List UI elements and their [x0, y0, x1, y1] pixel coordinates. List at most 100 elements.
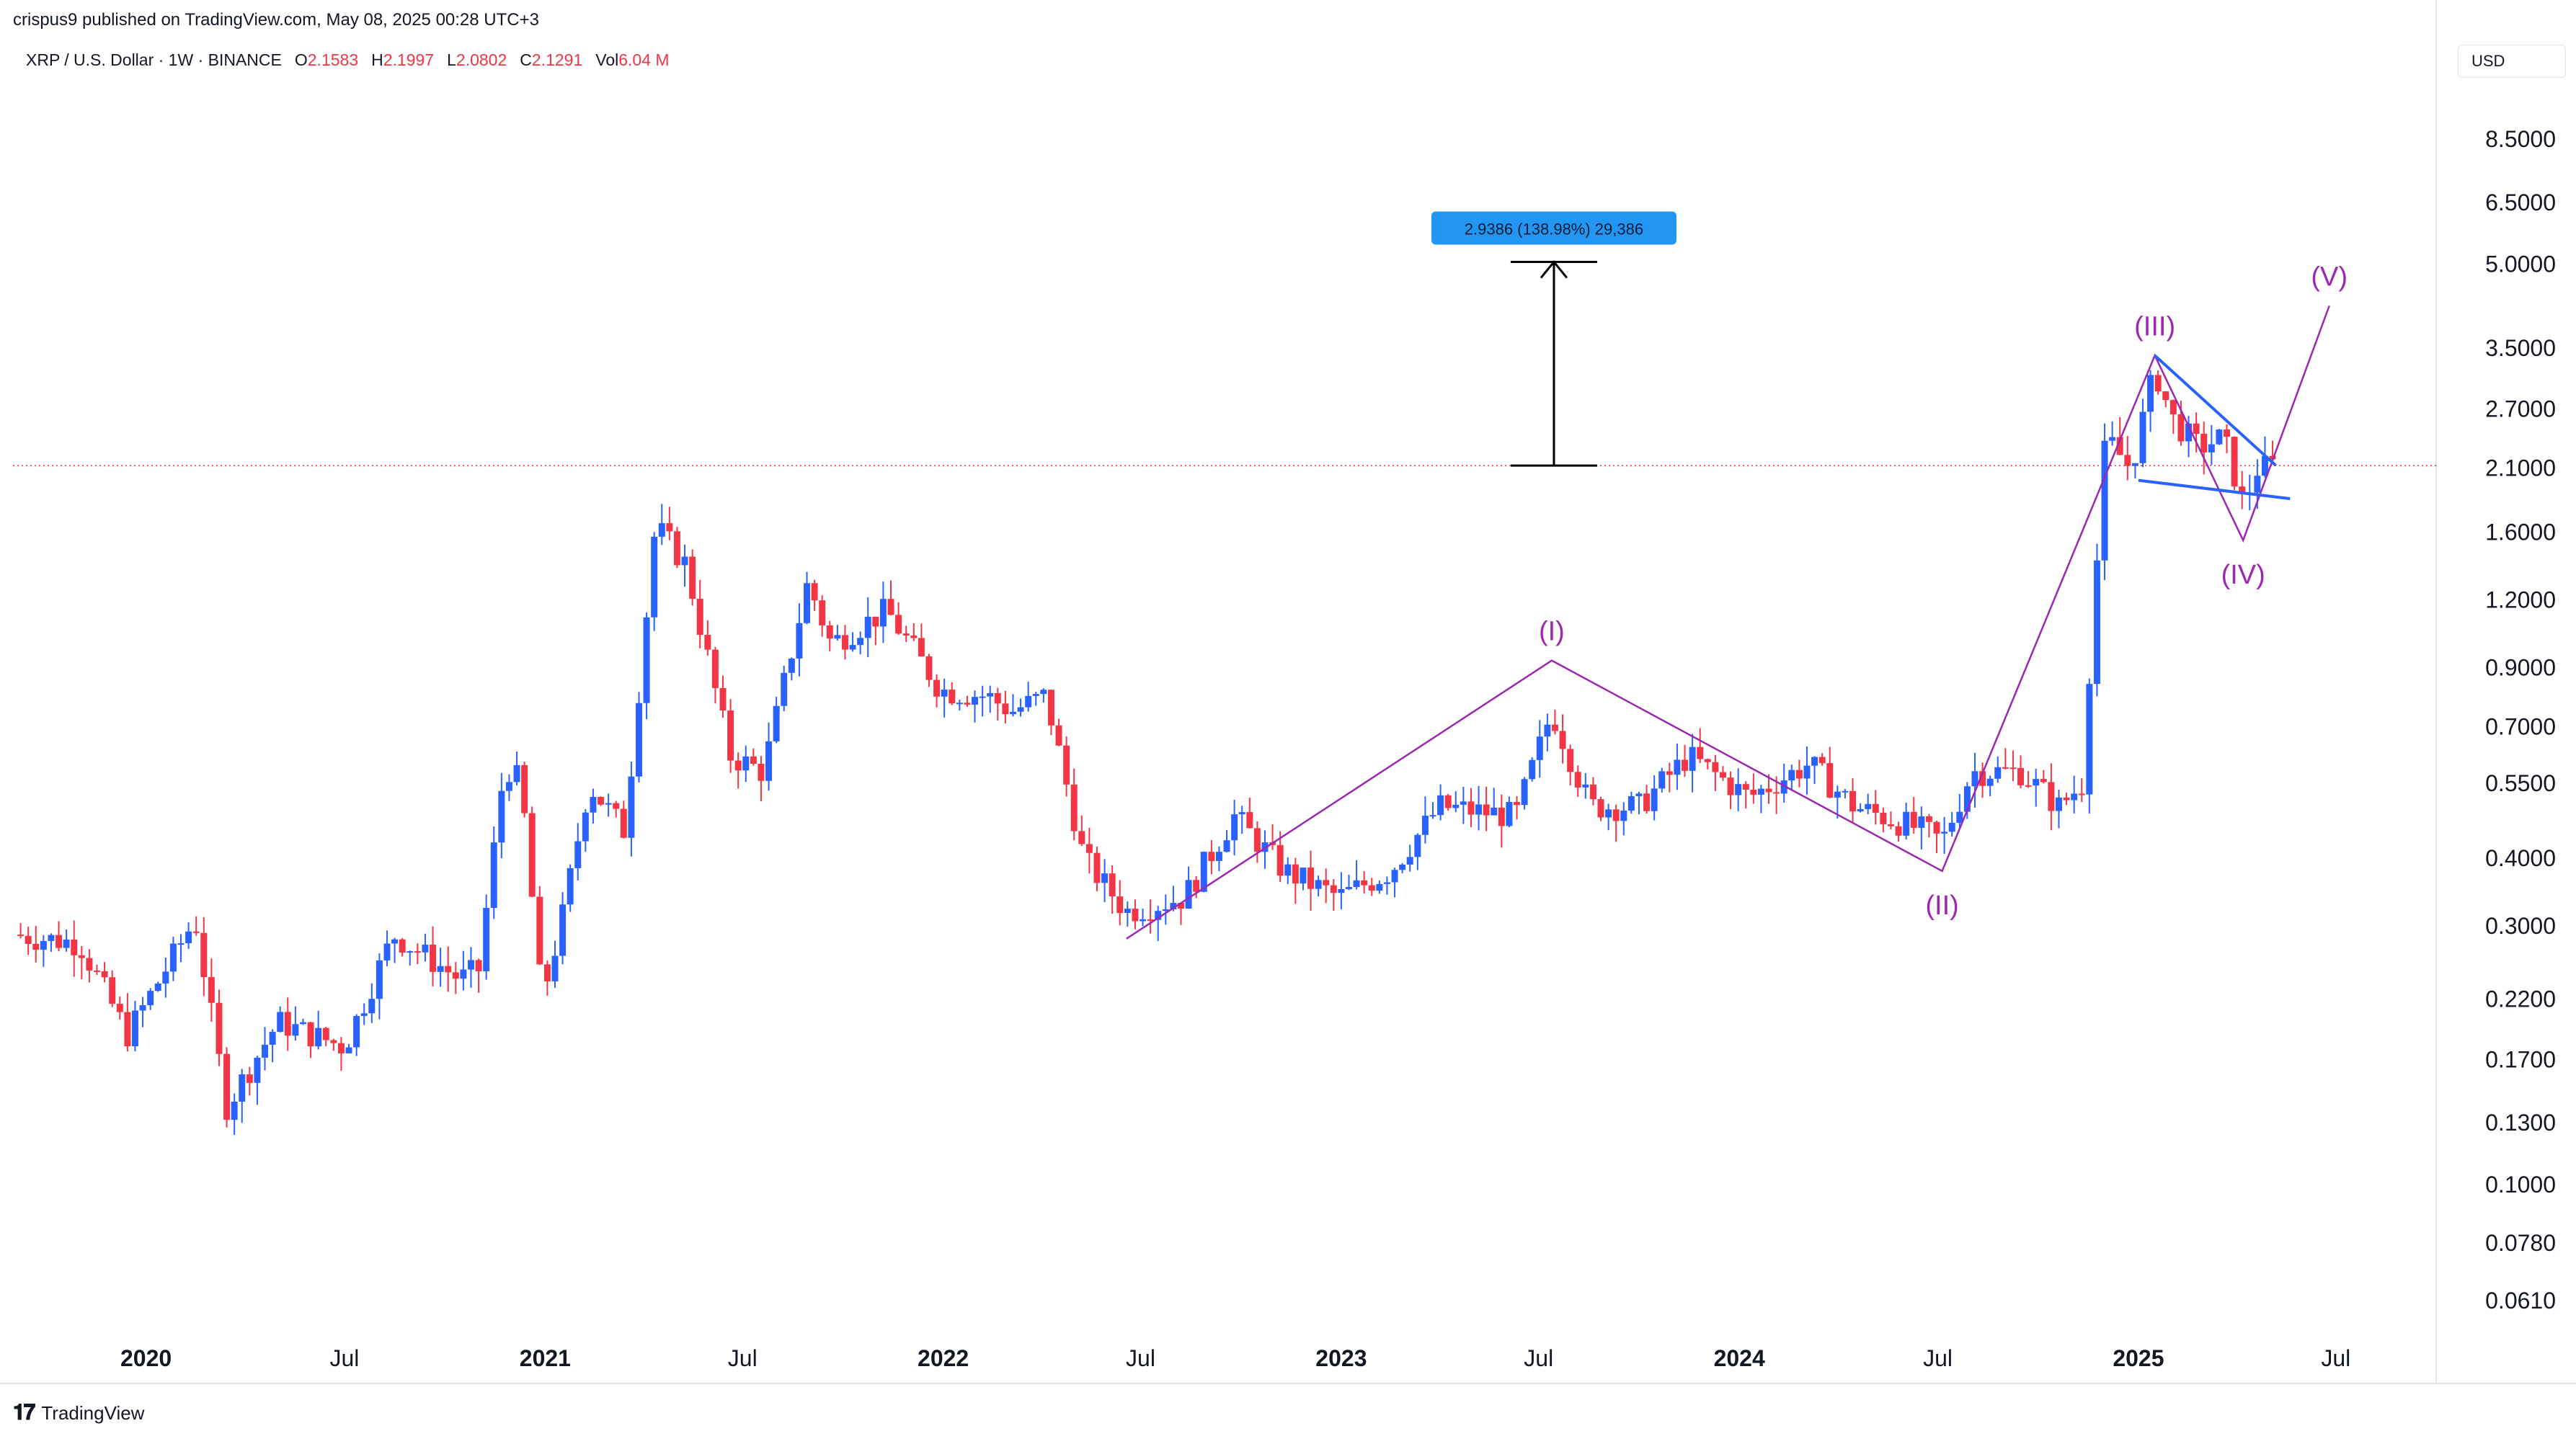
candle-body	[2147, 375, 2154, 412]
candle-body	[1253, 828, 1261, 852]
candle-body	[727, 710, 734, 761]
candle-body	[1620, 810, 1627, 821]
symbol-name[interactable]: XRP / U.S. Dollar · 1W · BINANCE	[26, 50, 282, 69]
candle-body	[1444, 795, 1452, 808]
candle-body	[1529, 759, 1536, 780]
candle-body	[941, 690, 948, 697]
candle-body	[1941, 832, 1948, 834]
y-tick-label: 6.5000	[2485, 190, 2556, 215]
candle-body	[239, 1074, 246, 1102]
candle-body	[1803, 765, 1811, 779]
candle-body	[1933, 821, 1940, 834]
candle-body	[2193, 423, 2200, 434]
candle-body	[2139, 411, 2146, 463]
candle-body	[1421, 816, 1429, 835]
candle-body	[2216, 429, 2223, 445]
candle-body	[460, 969, 467, 979]
candle-body	[1300, 868, 1307, 884]
candle-body	[48, 935, 55, 941]
candle-body	[1971, 771, 1978, 787]
candle-body	[1170, 903, 1177, 909]
candle-body	[2162, 391, 2169, 401]
candle-body	[1826, 763, 1834, 798]
candle-body	[1795, 770, 1803, 779]
candle-body	[750, 756, 757, 764]
candle-body	[987, 692, 994, 697]
candle-body	[689, 556, 696, 599]
candle-body	[704, 635, 711, 650]
candle-body	[1215, 852, 1222, 861]
candle-body	[1070, 784, 1078, 832]
candle-body	[505, 782, 512, 791]
candle-body	[1177, 903, 1184, 909]
candle-body	[1857, 808, 1864, 812]
candle-body	[1742, 784, 1749, 790]
candle-body	[1658, 771, 1666, 789]
candle-body	[147, 991, 154, 1006]
candle-body	[2101, 440, 2108, 561]
candle-body	[1047, 690, 1054, 726]
candle-body	[826, 625, 833, 639]
candle-body	[1612, 809, 1620, 821]
candle-body	[1009, 711, 1016, 715]
candle-body	[246, 1074, 253, 1083]
y-tick-label: 0.1300	[2485, 1110, 2556, 1136]
candle-body	[94, 970, 101, 972]
candle-body	[1551, 724, 1558, 731]
x-tick-label: Jul	[1923, 1345, 1953, 1371]
x-tick-label: 2020	[120, 1345, 172, 1371]
candle-body	[1506, 802, 1513, 826]
y-tick-label: 1.2000	[2485, 587, 2556, 612]
candle-body	[918, 638, 925, 656]
candle-body	[1414, 834, 1421, 857]
candle-body	[574, 841, 582, 868]
candle-body	[1368, 885, 1375, 891]
candle-body	[620, 808, 627, 838]
candle-body	[1712, 762, 1719, 772]
candle-body	[71, 939, 78, 955]
candle-body	[1315, 880, 1322, 889]
candle-body	[849, 645, 856, 650]
candle-body	[1140, 919, 1147, 922]
candle-body	[1498, 807, 1505, 826]
candle-body	[788, 658, 795, 673]
x-tick-label: 2022	[918, 1345, 969, 1371]
y-tick-label: 0.9000	[2485, 654, 2556, 680]
candle-body	[857, 638, 864, 646]
candle-body	[25, 935, 32, 944]
y-tick-label: 0.4000	[2485, 845, 2556, 871]
candle-body	[414, 951, 421, 953]
candle-body	[1666, 771, 1673, 775]
y-tick-label: 0.3000	[2485, 913, 2556, 939]
candle-body	[1376, 883, 1383, 891]
currency-selector[interactable]: USD	[2458, 45, 2566, 78]
candle-body	[1460, 801, 1467, 805]
candle-body	[2071, 793, 2078, 801]
triangle-lower-line	[2138, 478, 2291, 501]
candle-body	[964, 703, 971, 705]
candle-body	[895, 615, 902, 634]
candle-body	[337, 1043, 345, 1053]
candle-body	[567, 868, 574, 905]
candle-body	[498, 790, 505, 843]
candle-body	[2261, 455, 2268, 476]
candle-body	[598, 797, 605, 805]
tradingview-logo-icon: 𝟏𝟕	[13, 1401, 35, 1425]
candle-body	[758, 764, 765, 781]
candle-body	[1292, 864, 1299, 884]
candle-body	[1880, 813, 1887, 824]
candle-body	[1521, 779, 1528, 806]
candle-body	[1689, 746, 1696, 771]
x-tick-label: 2023	[1315, 1345, 1367, 1371]
candle-body	[2131, 463, 2138, 466]
y-tick-label: 2.7000	[2485, 396, 2556, 422]
candle-body	[1200, 852, 1207, 892]
candle-body	[322, 1027, 329, 1040]
candle-body	[796, 623, 803, 659]
y-tick-label: 0.1000	[2485, 1172, 2556, 1198]
y-tick-label: 1.6000	[2485, 519, 2556, 545]
candle-body	[1986, 778, 1994, 786]
candle-body	[1567, 749, 1574, 772]
x-tick-label: 2021	[520, 1345, 571, 1371]
